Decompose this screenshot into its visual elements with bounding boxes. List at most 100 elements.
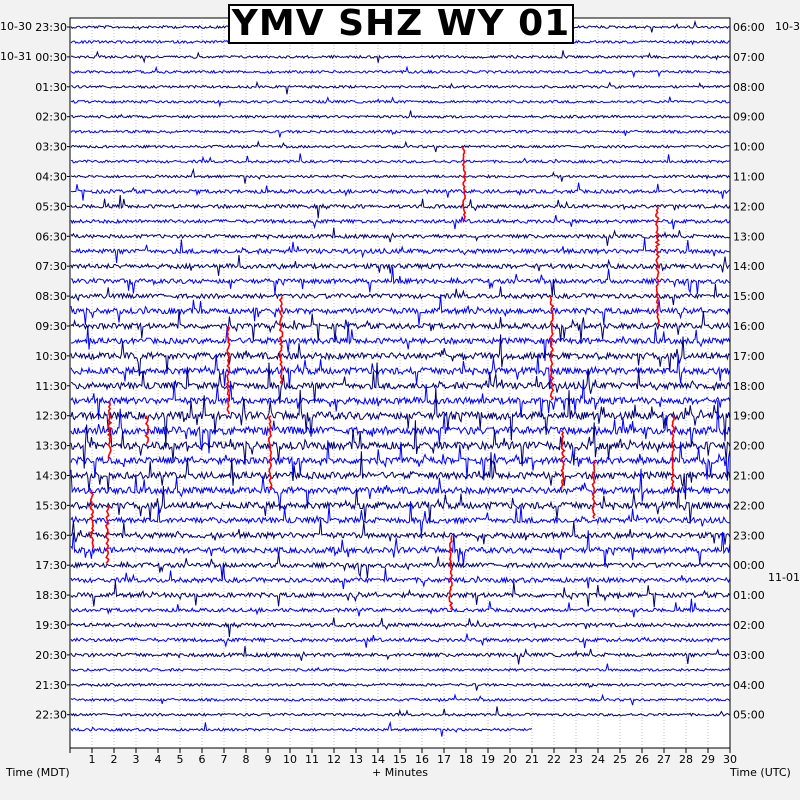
x-tick-label: 13 (349, 753, 363, 766)
trace-line (70, 50, 731, 64)
trace-line (70, 530, 731, 568)
right-time-label: 23:00 (733, 529, 765, 542)
left-time-label: 16:30 (35, 529, 67, 542)
right-date-next: 11-01 (768, 571, 800, 584)
right-time-label: 17:00 (733, 350, 765, 363)
trace-line (70, 96, 730, 108)
x-tick-label: 11 (305, 753, 319, 766)
x-tick-label: 12 (327, 753, 341, 766)
clipped-event (105, 504, 110, 564)
x-tick-label: 5 (177, 753, 184, 766)
x-tick-label: 18 (459, 753, 473, 766)
left-time-label: 18:30 (35, 589, 67, 602)
x-tick-label: 16 (415, 753, 429, 766)
trace-line (70, 194, 731, 219)
x-tick-label: 21 (525, 753, 539, 766)
right-time-label: 09:00 (733, 111, 765, 124)
trace-line (70, 387, 731, 446)
left-time-label: 22:30 (35, 709, 67, 722)
trace-line (70, 682, 731, 691)
left-time-label: 21:30 (35, 679, 67, 692)
y-labels: 23:30 00:30 01:30 02:30 03:30 04:30 05:30 06:30… (35, 21, 764, 722)
x-tick-label: 28 (679, 753, 693, 766)
trace-line (70, 693, 731, 706)
left-time-label: 07:30 (35, 260, 67, 273)
left-time-label: 20:30 (35, 649, 67, 662)
x-tick-label: 30 (723, 753, 737, 766)
left-time-label: 14:30 (35, 470, 67, 483)
x-tick-label: 1 (89, 753, 96, 766)
left-time-label: 13:30 (35, 440, 67, 453)
trace-line (70, 294, 731, 326)
trace-line (70, 153, 731, 164)
x-axis-label-left: Time (MDT) (6, 766, 70, 779)
left-time-label: 02:30 (35, 111, 67, 124)
clipped-event (560, 430, 566, 489)
right-time-label: 14:00 (733, 260, 765, 273)
trace-line (70, 633, 730, 648)
right-time-label: 01:00 (733, 589, 765, 602)
x-tick-label: 6 (199, 753, 206, 766)
left-time-label: 19:30 (35, 619, 67, 632)
seismic-traces (70, 19, 731, 737)
x-tick-label: 24 (591, 753, 605, 766)
trace-line (70, 140, 730, 153)
title-box: YMV SHZ WY 01 (228, 4, 574, 44)
left-time-label: 23:30 (35, 21, 67, 34)
trace-line (70, 617, 731, 637)
trace-line (70, 379, 731, 420)
trace-line (70, 720, 533, 737)
x-tick-label: 25 (613, 753, 627, 766)
trace-line (70, 129, 730, 138)
right-time-label: 21:00 (733, 470, 765, 483)
trace-line (70, 80, 731, 95)
right-time-label: 19:00 (733, 410, 765, 423)
left-time-label: 01:30 (35, 81, 67, 94)
trace-line (70, 182, 731, 201)
chart-title: YMV SHZ WY 01 (231, 3, 571, 44)
trace-line (70, 266, 731, 296)
right-time-label: 08:00 (733, 81, 765, 94)
x-tick-label: 15 (393, 753, 407, 766)
right-date-start: 10-3 (775, 20, 800, 33)
right-time-label: 13:00 (733, 230, 765, 243)
trace-line (70, 110, 730, 120)
left-time-label: 04:30 (35, 171, 67, 184)
x-tick-label: 19 (481, 753, 495, 766)
right-time-label: 12:00 (733, 200, 765, 213)
trace-line (70, 214, 731, 230)
trace-line (70, 451, 731, 500)
x-tick-label: 4 (155, 753, 162, 766)
left-time-label: 09:30 (35, 320, 67, 333)
trace-line (70, 519, 731, 545)
trace-line (70, 501, 730, 536)
right-time-label: 02:00 (733, 619, 765, 632)
right-time-label: 16:00 (733, 320, 765, 333)
clipped-event (89, 489, 95, 549)
right-time-label: 10:00 (733, 141, 765, 154)
right-time-label: 00:00 (733, 559, 765, 572)
trace-line (70, 65, 731, 79)
left-time-label: 15:30 (35, 499, 67, 512)
trace-line (70, 362, 731, 404)
trace-line (70, 309, 731, 343)
trace-line (70, 485, 731, 524)
left-time-label: 05:30 (35, 200, 67, 213)
right-time-label: 05:00 (733, 709, 765, 722)
left-time-label: 03:30 (35, 141, 67, 154)
x-tick-label: 20 (503, 753, 517, 766)
clipped-events (89, 146, 676, 610)
x-ticks: 1 2 3 4 5 6 7 8 9 10 11 12 13 14 15 16 17 18 19 20 21 22 23 24 2… (69, 748, 737, 766)
x-tick-label: 27 (657, 753, 671, 766)
trace-line (70, 254, 731, 276)
x-tick-label: 2 (111, 753, 118, 766)
clipped-event (106, 400, 113, 459)
clipped-event (591, 460, 596, 519)
x-tick-label: 10 (283, 753, 297, 766)
right-time-label: 15:00 (733, 290, 765, 303)
trace-line (70, 552, 731, 580)
x-tick-label: 8 (243, 753, 250, 766)
x-tick-label: 3 (133, 753, 140, 766)
